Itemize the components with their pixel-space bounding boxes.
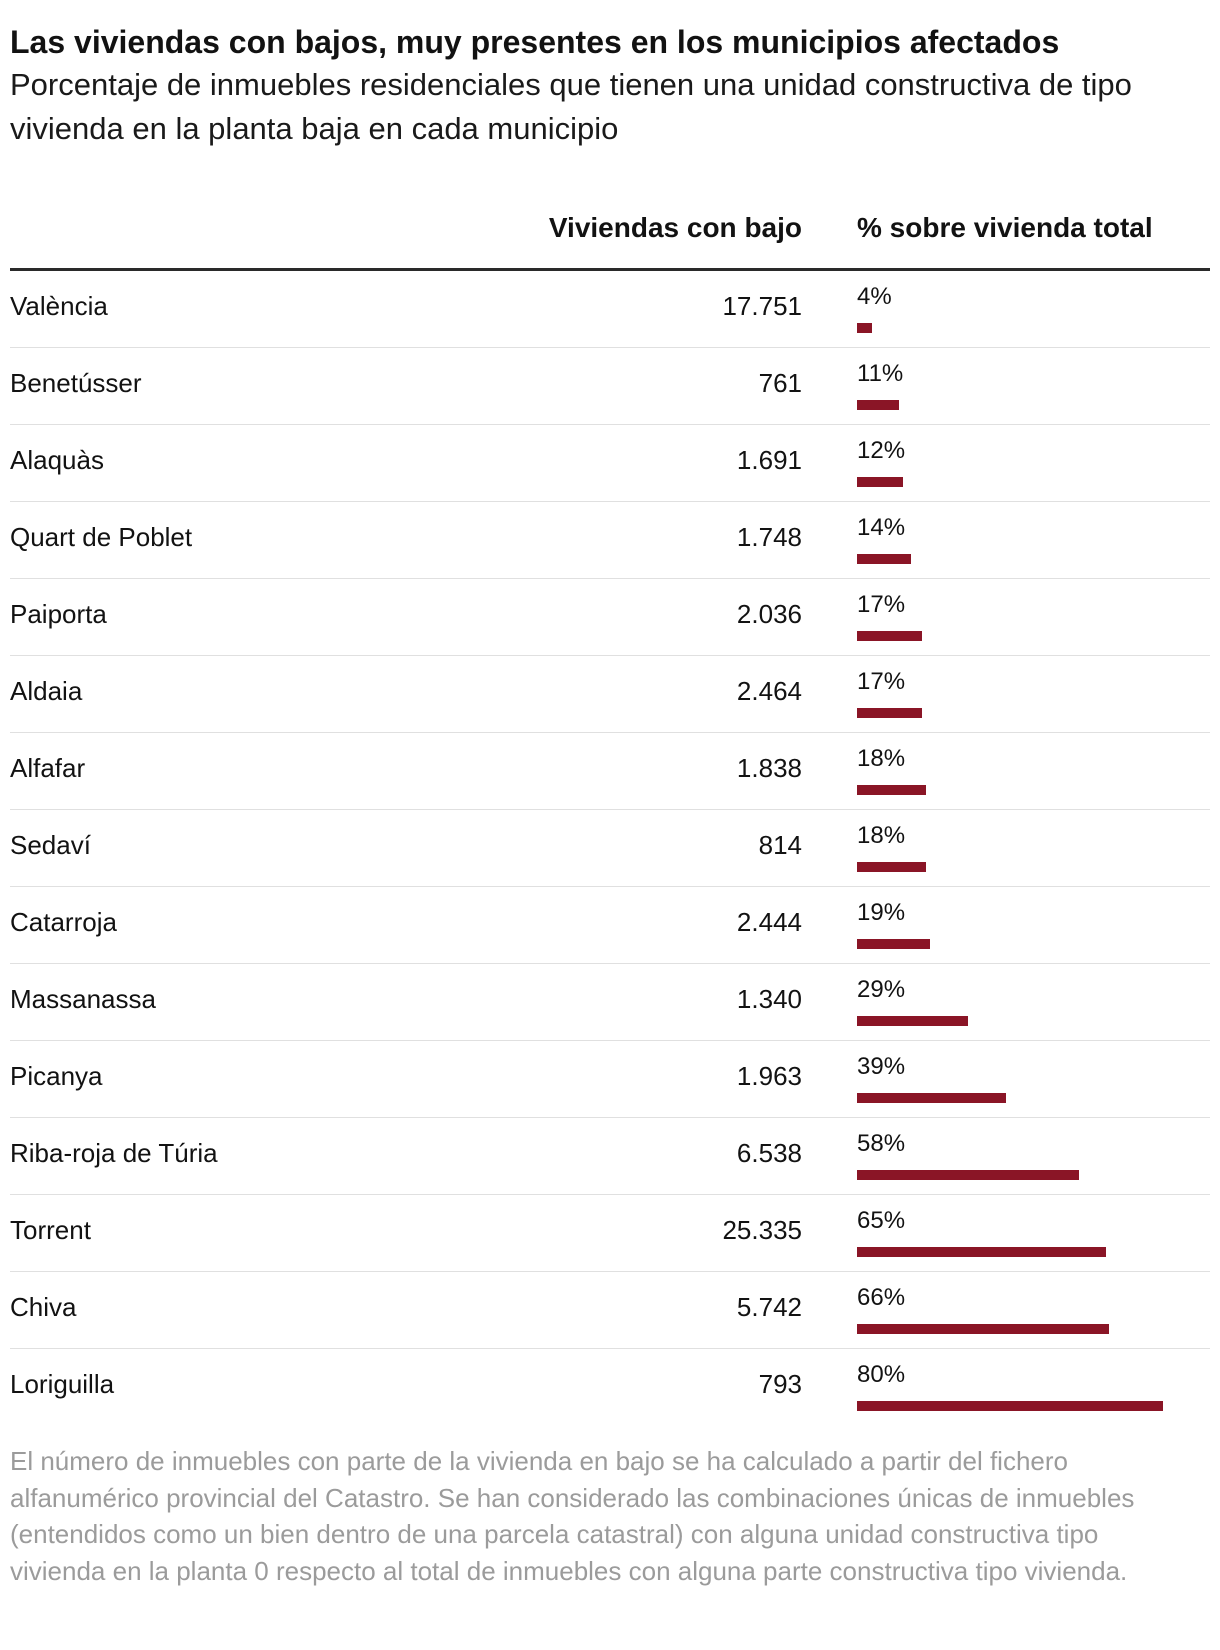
percent-bar — [857, 554, 911, 564]
municipality-name: Picanya — [10, 1061, 103, 1091]
percent-label: 18% — [857, 745, 906, 772]
municipality-name: Chiva — [10, 1292, 77, 1322]
table-row: Benetússer 761 11% — [10, 348, 1210, 425]
table-row: Paiporta 2.036 17% — [10, 579, 1210, 656]
housing-count-value: 1.748 — [736, 522, 802, 552]
municipality-name: Catarroja — [10, 907, 117, 937]
percent-label: 4% — [857, 283, 892, 310]
percent-label: 65% — [857, 1207, 906, 1234]
table-row: Catarroja 2.444 19% — [10, 887, 1210, 964]
percent-label: 39% — [857, 1053, 906, 1080]
housing-count-value: 25.335 — [722, 1215, 802, 1245]
municipality-name: Massanassa — [10, 984, 156, 1014]
bar-track — [857, 708, 1177, 718]
housing-count-value: 2.444 — [736, 907, 802, 937]
percent-bar — [857, 939, 930, 949]
percent-bar — [857, 1401, 1163, 1411]
bar-track — [857, 1324, 1177, 1334]
table-row: Quart de Poblet 1.748 14% — [10, 502, 1210, 579]
percent-bar — [857, 1016, 968, 1026]
percent-label: 11% — [857, 360, 904, 387]
housing-count-value: 793 — [758, 1369, 802, 1399]
municipality-name: Alfafar — [10, 753, 86, 783]
bar-track — [857, 785, 1177, 795]
percent-bar — [857, 400, 899, 410]
percent-label: 80% — [857, 1361, 906, 1388]
table-row: València 17.751 4% — [10, 271, 1210, 348]
table-row: Sedaví 814 18% — [10, 810, 1210, 887]
table-row: Aldaia 2.464 17% — [10, 656, 1210, 733]
bar-track — [857, 939, 1177, 949]
bar-track — [857, 477, 1177, 487]
percent-label: 17% — [857, 591, 906, 618]
table-row: Loriguilla 793 80% — [10, 1349, 1210, 1425]
bar-track — [857, 1016, 1177, 1026]
municipality-name: València — [10, 291, 108, 321]
column-header-percent: % sobre vivienda total — [857, 212, 1153, 243]
percent-label: 14% — [857, 514, 906, 541]
percent-bar — [857, 1093, 1006, 1103]
housing-count-value: 2.036 — [736, 599, 802, 629]
chart-title: Las viviendas con bajos, muy presentes e… — [10, 24, 1060, 60]
table-row: Chiva 5.742 66% — [10, 1272, 1210, 1349]
table-row: Riba-roja de Túria 6.538 58% — [10, 1118, 1210, 1195]
table-header: Viviendas con bajo % sobre vivienda tota… — [10, 200, 1210, 271]
bar-track — [857, 1247, 1177, 1257]
table-row: Alfafar 1.838 18% — [10, 733, 1210, 810]
chart-subtitle: Porcentaje de inmuebles residenciales qu… — [10, 67, 1132, 146]
municipality-name: Aldaia — [10, 676, 83, 706]
municipality-name: Benetússer — [10, 368, 142, 398]
housing-count-value: 1.963 — [736, 1061, 802, 1091]
percent-bar — [857, 631, 922, 641]
housing-count-value: 5.742 — [736, 1292, 802, 1322]
municipality-name: Quart de Poblet — [10, 522, 193, 552]
percent-bar — [857, 323, 872, 333]
municipality-name: Loriguilla — [10, 1369, 115, 1399]
percent-bar — [857, 862, 926, 872]
percent-bar — [857, 1170, 1079, 1180]
municipality-name: Torrent — [10, 1215, 91, 1245]
table-row: Alaquàs 1.691 12% — [10, 425, 1210, 502]
municipality-name: Paiporta — [10, 599, 107, 629]
table-row: Massanassa 1.340 29% — [10, 964, 1210, 1041]
housing-count-value: 1.691 — [736, 445, 802, 475]
bar-track — [857, 862, 1177, 872]
municipality-name: Alaquàs — [10, 445, 104, 475]
methodology-note: El número de inmuebles con parte de la v… — [10, 1446, 1135, 1586]
bar-track — [857, 1401, 1177, 1411]
percent-bar — [857, 708, 922, 718]
percent-label: 66% — [857, 1284, 906, 1311]
percent-label: 19% — [857, 899, 906, 926]
table-row: Picanya 1.963 39% — [10, 1041, 1210, 1118]
percent-bar — [857, 1247, 1106, 1257]
municipality-name: Sedaví — [10, 830, 91, 860]
percent-bar — [857, 1324, 1109, 1334]
housing-count-value: 17.751 — [722, 291, 802, 321]
bar-track — [857, 400, 1177, 410]
percent-label: 17% — [857, 668, 906, 695]
bar-track — [857, 1093, 1177, 1103]
column-header-count: Viviendas con bajo — [548, 212, 802, 243]
percent-label: 18% — [857, 822, 906, 849]
bar-track — [857, 554, 1177, 564]
percent-bar — [857, 785, 926, 795]
table-body: València 17.751 4% Benetússer 761 11% Alaquàs 1… — [10, 271, 1210, 1425]
percent-bar — [857, 477, 903, 487]
housing-count-value: 1.838 — [736, 753, 802, 783]
percent-label: 29% — [857, 976, 906, 1003]
percent-label: 58% — [857, 1130, 906, 1157]
percent-label: 12% — [857, 437, 906, 464]
housing-count-value: 2.464 — [736, 676, 802, 706]
bar-track — [857, 631, 1177, 641]
bar-track — [857, 323, 1177, 333]
housing-count-value: 761 — [758, 368, 802, 398]
table-row: Torrent 25.335 65% — [10, 1195, 1210, 1272]
housing-count-value: 6.538 — [736, 1138, 802, 1168]
housing-count-value: 1.340 — [736, 984, 802, 1014]
bar-track — [857, 1170, 1177, 1180]
municipality-name: Riba-roja de Túria — [10, 1138, 218, 1168]
housing-count-value: 814 — [758, 830, 802, 860]
